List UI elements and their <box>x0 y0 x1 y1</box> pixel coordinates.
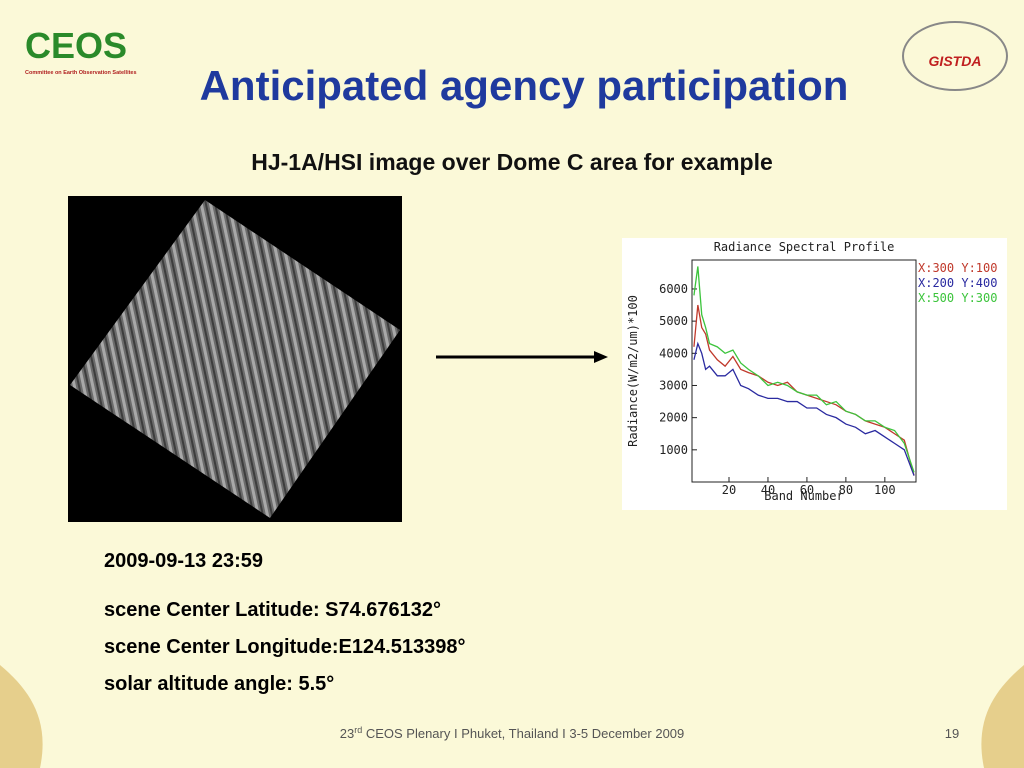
detail-line: solar altitude angle: 5.5° <box>104 673 334 695</box>
y-axis-label: Radiance(W/m2/um)*100 <box>626 295 640 447</box>
legend-entry: X:200 Y:400 <box>918 276 997 290</box>
x-tick-label: 100 <box>874 483 896 497</box>
chart: Radiance Spectral Profile Band Number Ra… <box>626 240 997 503</box>
y-tick-label: 2000 <box>659 411 688 425</box>
y-tick-label: 1000 <box>659 443 688 457</box>
logo-gistda: GISTDA <box>929 53 982 69</box>
image-scene <box>70 200 400 518</box>
y-tick-label: 3000 <box>659 378 688 392</box>
footer-text: CEOS Plenary I Phuket, Thailand I 3-5 De… <box>362 726 684 741</box>
detail-line: scene Center Latitude: S74.676132° <box>104 599 441 621</box>
footer: 23rd CEOS Plenary I Phuket, Thailand I 3… <box>340 725 685 741</box>
logo-ceos: CEOS <box>25 25 127 66</box>
chart-title: Radiance Spectral Profile <box>714 240 895 254</box>
y-tick-label: 6000 <box>659 282 688 296</box>
page-number: 19 <box>945 726 959 741</box>
series-line <box>693 341 915 476</box>
y-tick-label: 4000 <box>659 346 688 360</box>
ornament-left <box>0 665 43 768</box>
logo-caption: Committee on Earth Observation Satellite… <box>25 70 137 76</box>
x-tick-label: 40 <box>761 483 775 497</box>
arrow-head <box>594 351 608 363</box>
title: Anticipated agency participation <box>200 62 849 109</box>
y-tick-label: 5000 <box>659 314 688 328</box>
subtitle: HJ-1A/HSI image over Dome C area for exa… <box>251 149 773 175</box>
plot-frame <box>691 259 917 483</box>
x-tick-label: 20 <box>722 483 736 497</box>
series-line <box>693 304 915 476</box>
x-tick-label: 80 <box>839 483 853 497</box>
footer-suffix: rd <box>354 725 362 735</box>
logo-ring <box>902 21 1008 91</box>
image-caption: 2009-09-13 23:59 <box>104 550 263 572</box>
x-axis-label: Band Number <box>764 489 843 503</box>
series-line <box>693 266 915 473</box>
footer-number: 23 <box>340 726 354 741</box>
chart-panel <box>622 238 1007 510</box>
x-tick-label: 60 <box>800 483 814 497</box>
legend-entry: X:500 Y:300 <box>918 291 997 305</box>
detail-line: scene Center Longitude:E124.513398° <box>104 636 465 658</box>
ornament-right <box>981 665 1024 768</box>
legend-entry: X:300 Y:100 <box>918 261 997 275</box>
